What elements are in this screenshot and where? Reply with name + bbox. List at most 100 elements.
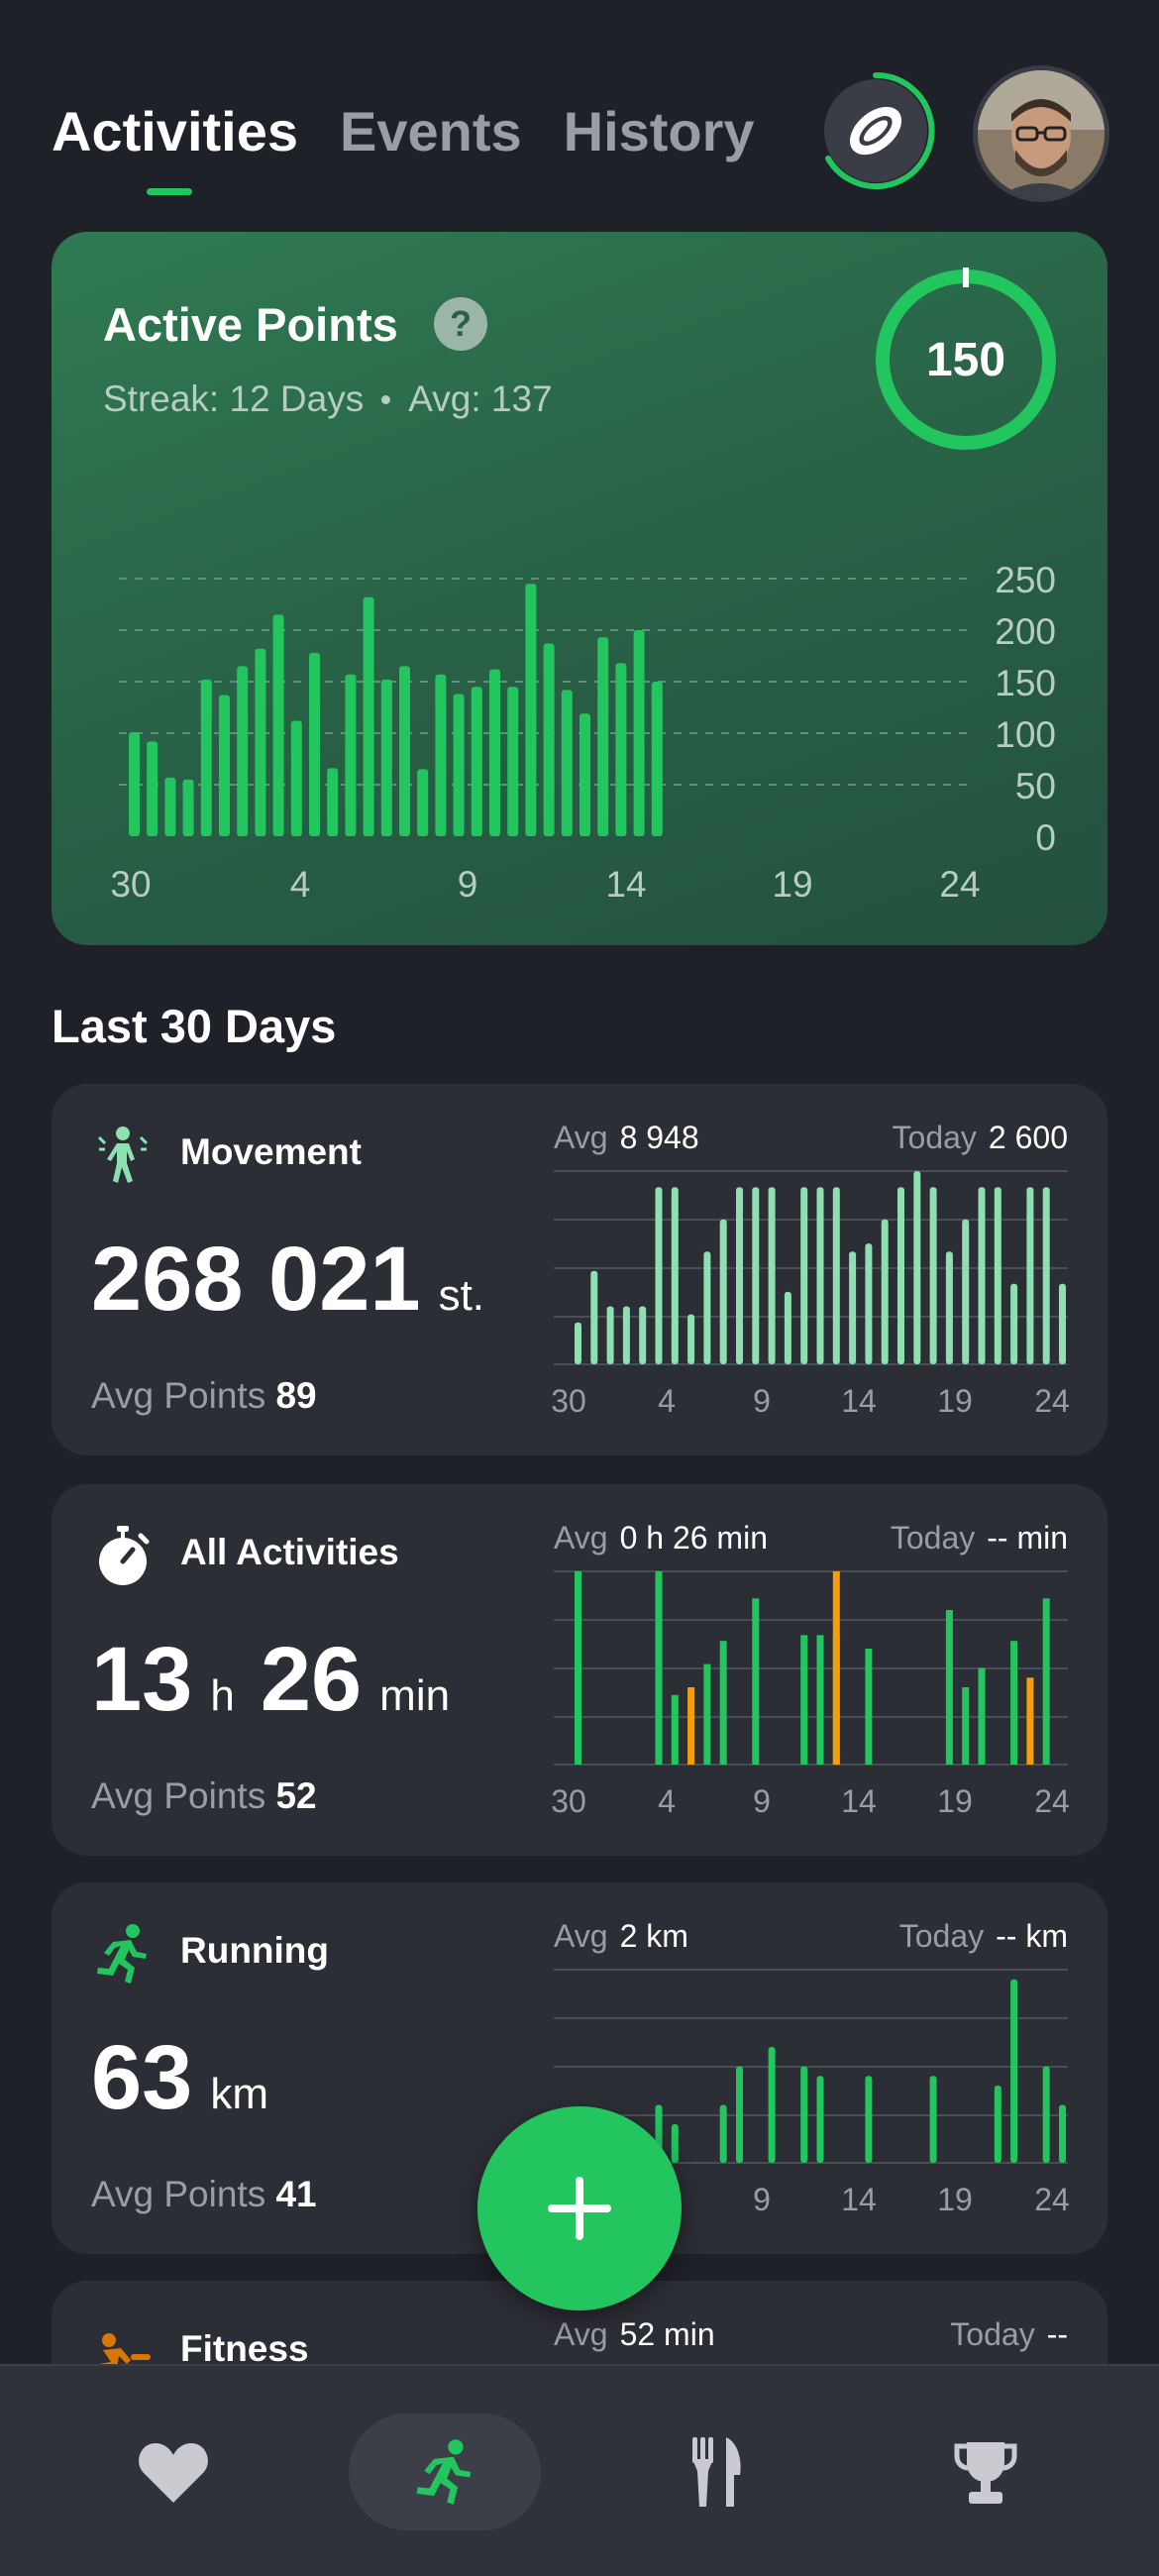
bar — [736, 2066, 743, 2163]
today-label: Today — [898, 1918, 985, 1954]
bar — [784, 1291, 791, 1364]
help-icon[interactable]: ? — [434, 297, 487, 351]
movement-card[interactable]: 30 4 9 14 19 24 Movement 268 021 st. Avg Point… — [52, 1084, 1107, 1455]
today-label: Today — [950, 2316, 1035, 2352]
points-value: 150 — [925, 333, 1006, 386]
bar — [816, 2076, 824, 2163]
x-tick-label: 30 — [110, 864, 151, 905]
movement-avg-points: Avg Points 89 — [91, 1375, 317, 1417]
tab-history[interactable]: History — [563, 100, 755, 162]
average-text: Avg: 137 — [408, 378, 553, 419]
bar — [255, 648, 266, 836]
bar — [597, 637, 609, 836]
bar — [962, 1219, 970, 1364]
add-activity-button[interactable] — [477, 2106, 682, 2310]
nav-health[interactable] — [119, 2414, 228, 2530]
bar — [417, 769, 429, 836]
all-activities-card[interactable]: 30 4 9 14 19 24 All Activities 13 h 26 min Avg P… — [52, 1484, 1107, 1856]
running-avg-points: Avg Points 41 — [91, 2174, 317, 2215]
nav-achievements[interactable] — [931, 2414, 1040, 2530]
trophy-icon — [954, 2442, 1017, 2504]
bar — [380, 679, 392, 836]
bar — [865, 1649, 873, 1765]
active-points-chart: 0 50 100 150 200 250 30 4 9 14 19 24 — [110, 560, 1056, 905]
x-tick-label: 24 — [1034, 2182, 1070, 2217]
bar — [525, 584, 537, 836]
bar — [219, 695, 230, 836]
avg-points-label: Avg Points — [91, 1775, 266, 1816]
bar — [1010, 1641, 1018, 1765]
bar — [865, 1243, 873, 1364]
avatar[interactable] — [973, 65, 1109, 202]
x-tick-label: 9 — [753, 2182, 771, 2217]
avg-value: 0 h 26 min — [619, 1520, 768, 1556]
bar — [816, 1635, 824, 1765]
bar — [1010, 1979, 1018, 2163]
avg-label: Avg — [554, 1120, 608, 1155]
bar — [1042, 1187, 1050, 1364]
today-value: -- min — [987, 1520, 1068, 1556]
bar — [590, 1270, 598, 1364]
bar — [945, 1251, 953, 1364]
separator-dot — [381, 395, 391, 404]
avg-points-value: 52 — [275, 1775, 317, 1816]
bar — [639, 1306, 647, 1364]
streak-text: Streak: 12 Days — [103, 378, 365, 419]
nav-activities[interactable] — [349, 2414, 541, 2530]
bar — [719, 2104, 727, 2163]
bar — [399, 666, 410, 836]
today-label: Today — [892, 1120, 977, 1155]
bar — [575, 1571, 581, 1765]
avg-label: Avg — [554, 1918, 608, 1954]
bar — [994, 1187, 1001, 1364]
movement-total: 268 021 st. — [91, 1228, 510, 1332]
y-tick-label: 50 — [1015, 766, 1056, 806]
bar — [1026, 1677, 1034, 1765]
x-tick-label: 14 — [841, 1783, 877, 1819]
bar — [994, 2086, 1001, 2163]
x-tick-label: 9 — [753, 1383, 771, 1419]
bar — [543, 643, 555, 836]
bar — [816, 1187, 824, 1364]
tab-activities[interactable]: Activities — [52, 100, 298, 162]
today-value: 2 600 — [988, 1120, 1068, 1155]
nav-nutrition[interactable] — [662, 2414, 771, 2530]
daily-goal-ring-button[interactable] — [814, 69, 937, 192]
hours-unit: h — [210, 1671, 235, 1720]
x-tick-label: 24 — [1034, 1783, 1070, 1819]
active-points-title: Active Points — [103, 298, 398, 351]
x-tick-label: 19 — [937, 1783, 973, 1819]
running-name: Running — [180, 1930, 330, 1971]
y-tick-label: 150 — [995, 663, 1056, 703]
active-points-card[interactable]: 0 50 100 150 200 250 30 4 9 14 19 24 Active Points … — [52, 232, 1107, 945]
avg-label: Avg — [554, 1520, 608, 1556]
today-value: -- — [1046, 2316, 1068, 2352]
bar — [687, 1314, 695, 1364]
running-value: 63 — [91, 2027, 193, 2128]
walking-person-icon — [97, 1127, 149, 1183]
bar — [471, 687, 482, 836]
bar — [703, 1251, 711, 1364]
bar — [606, 1306, 614, 1364]
bar — [913, 1171, 921, 1364]
x-tick-label: 9 — [753, 1783, 771, 1819]
bar — [182, 779, 194, 836]
all-activities-avg: Avg 0 h 26 min — [554, 1520, 768, 1556]
bar — [272, 614, 284, 836]
x-tick-label: 19 — [937, 1383, 973, 1419]
minutes-unit: min — [379, 1671, 451, 1720]
fork-knife-icon — [692, 2437, 741, 2507]
tab-events[interactable]: Events — [340, 100, 522, 162]
bar — [800, 1635, 808, 1765]
minutes-value: 26 — [260, 1629, 363, 1730]
all-activities-today: Today -- min — [891, 1520, 1068, 1556]
bar — [768, 1187, 776, 1364]
movement-value: 268 021 — [91, 1229, 421, 1330]
bar — [687, 1687, 695, 1765]
bar — [832, 1187, 840, 1364]
bar — [561, 690, 573, 836]
bar — [719, 1219, 727, 1364]
bar — [575, 1322, 581, 1364]
x-tick-label: 14 — [841, 2182, 877, 2217]
